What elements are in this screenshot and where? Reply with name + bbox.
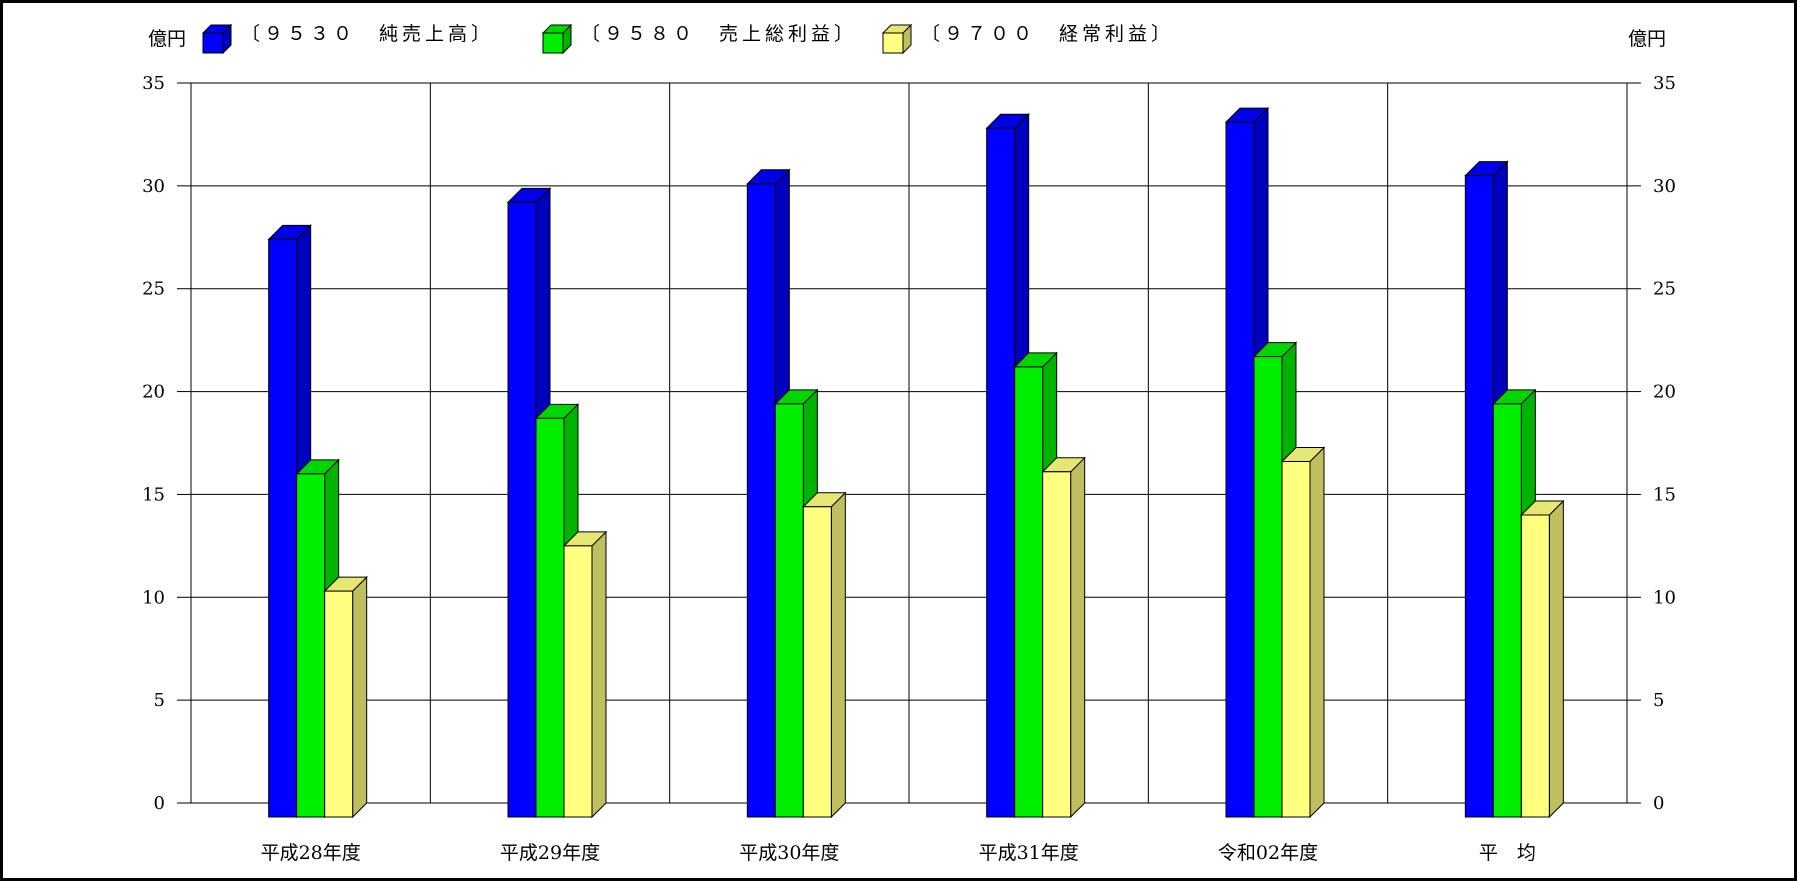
y-tick-label-right: 25 [1653,279,1676,300]
bar-front [1492,403,1522,818]
y-tick-label-right: 15 [1653,484,1676,505]
x-tick-label: 平成28年度 [261,842,361,864]
bar-front [1042,471,1072,818]
y-tick-label-right: 20 [1653,382,1676,403]
bar-front [1520,514,1550,818]
x-tick-label: 平成31年度 [979,842,1079,864]
bar [1520,499,1565,819]
y-tick-label-right: 30 [1653,176,1676,197]
y-axis-unit-left: 億円 [148,28,186,50]
y-tick-label-left: 15 [142,484,165,505]
legend-swatch [882,32,904,54]
y-tick-label-left: 20 [142,382,165,403]
y-tick-label-left: 10 [142,587,165,608]
legend-label: 〔９５８０ 売上総利益〕 [581,23,857,45]
bar-front [774,403,804,818]
bar-front [268,238,298,818]
x-tick-label: 平 均 [1479,842,1536,864]
bar-front [535,417,565,818]
bar-front [986,127,1016,818]
bar-side [352,575,368,819]
bar [1041,456,1086,819]
bar-front [1014,366,1044,818]
x-tick-label: 平成29年度 [500,842,600,864]
bar-front [1253,356,1283,818]
y-tick-label-right: 35 [1653,73,1676,94]
legend-label: 〔９５３０ 純売上高〕 [241,23,494,45]
bar-front [563,545,593,818]
legend-swatch [202,32,224,54]
y-tick-label-left: 25 [142,279,165,300]
y-tick-label-right: 10 [1653,587,1676,608]
legend-label: 〔９７００ 経常利益〕 [921,23,1174,45]
category-group [1464,160,1565,819]
category-group [985,113,1086,819]
x-tick-label: 平成30年度 [739,842,839,864]
y-tick-label-right: 0 [1653,793,1664,814]
bar-side [1070,456,1086,819]
bar [802,491,847,819]
bar-front [1225,121,1255,818]
y-tick-label-left: 5 [154,690,165,711]
bar-front [507,201,537,818]
y-tick-label-left: 30 [142,176,165,197]
bar [562,530,608,819]
bar [1280,446,1326,819]
bar-front [1281,461,1311,818]
x-tick-label: 令和02年度 [1218,842,1318,864]
y-tick-label-left: 35 [142,73,165,94]
bar-side [1548,499,1564,819]
legend-item: 〔９５３０ 純売上高〕 [201,23,494,55]
bar-side [1309,446,1325,819]
bar [323,575,368,819]
y-axis-unit-right: 億円 [1628,28,1666,50]
bar-side [830,491,846,819]
bar-front [746,183,776,818]
y-tick-label-left: 0 [154,793,165,814]
legend-item: 〔９７００ 経常利益〕 [881,23,1174,55]
legend-swatch [542,32,564,54]
gridlines [190,82,1628,804]
y-tick-label-right: 5 [1653,690,1664,711]
bar-front [324,590,354,818]
bar-front [802,506,832,818]
bars [267,106,1565,819]
bar-front [1464,175,1494,818]
category-group [506,187,608,819]
bar-side [591,530,607,819]
category-group [1224,106,1326,819]
legend: 〔９５３０ 純売上高〕 〔９５８０ 売上総利益〕 〔９７００ 経常利益〕 [201,23,1174,55]
legend-item: 〔９５８０ 売上総利益〕 [541,23,857,55]
category-group [267,224,368,819]
category-group [746,168,847,819]
bar-front [296,473,326,818]
